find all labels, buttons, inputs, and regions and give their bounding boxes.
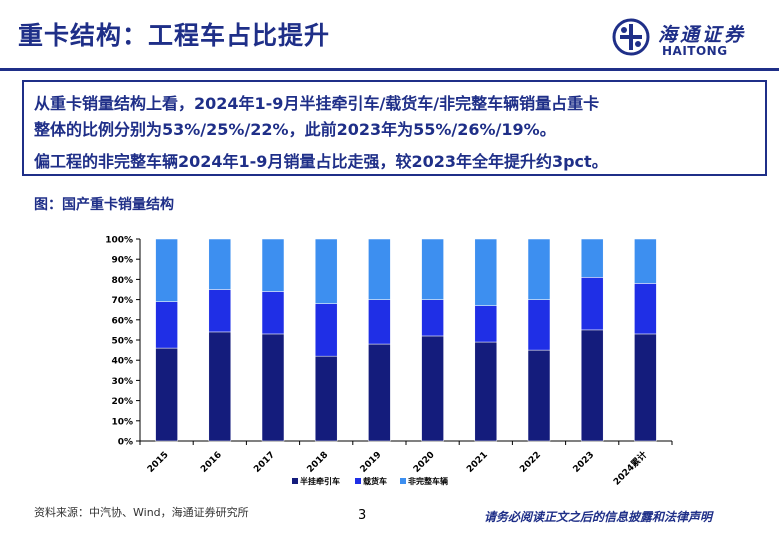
x-tick-label: 2022 [518, 450, 543, 475]
legend-swatch [400, 478, 406, 484]
legend-swatch [292, 478, 298, 484]
legend-label: 非完整车辆 [408, 476, 448, 486]
company-logo: 海通证券 HAITONG [612, 18, 762, 62]
bar-segment [155, 347, 178, 442]
bar-segment [474, 305, 498, 343]
page-number: 3 [358, 508, 367, 523]
summary-box: 从重卡销量结构上看，2024年1-9月半挂牵引车/载货车/非完整车辆销量占重卡 … [22, 80, 767, 176]
haitong-logo-icon [612, 18, 650, 56]
y-tick-label: 80% [111, 276, 133, 286]
bar-segment [155, 301, 178, 349]
bar-segment [261, 333, 285, 442]
bar-segment [368, 343, 391, 442]
y-tick-label: 10% [111, 417, 133, 427]
x-tick-label: 2015 [146, 450, 171, 475]
bar-segment [474, 341, 498, 442]
x-tick-label: 2017 [252, 450, 277, 475]
x-tick-label: 2023 [572, 450, 597, 475]
bar-segment [368, 238, 391, 300]
bar-segment [155, 238, 178, 302]
bar-segment [580, 329, 604, 442]
bar-segment [261, 238, 285, 292]
x-tick-label: 2018 [306, 450, 331, 475]
legend-label: 载货车 [363, 476, 387, 486]
bar-segment [368, 299, 391, 345]
y-tick-label: 40% [111, 357, 133, 367]
bar-segment [474, 238, 498, 306]
y-tick-label: 60% [111, 316, 133, 326]
bar-segment [527, 349, 551, 442]
x-tick-label: 2021 [465, 450, 490, 475]
bar-segment [580, 277, 604, 331]
bar-segment [314, 303, 338, 357]
disclaimer-link[interactable]: 请务必阅读正文之后的信息披露和法律声明 [484, 510, 713, 524]
x-tick-label: 2019 [359, 450, 384, 475]
summary-line-3: 偏工程的非完整车辆2024年1-9月销量占比走强，较2023年全年提升约3pct… [34, 152, 608, 171]
bar-segment [421, 335, 444, 442]
bar-segment [208, 331, 232, 442]
bar-segment [634, 238, 657, 284]
bar-segment [314, 238, 338, 304]
legend-label: 半挂牵引车 [300, 476, 340, 486]
bar-segment [421, 299, 444, 337]
header-divider [0, 68, 779, 71]
page-title: 重卡结构：工程车占比提升 [18, 21, 331, 50]
bar-segment [634, 333, 657, 442]
x-tick-label: 2024累计 [611, 449, 650, 488]
summary-line-1: 从重卡销量结构上看，2024年1-9月半挂牵引车/载货车/非完整车辆销量占重卡 [34, 94, 600, 113]
y-tick-label: 20% [111, 397, 133, 407]
legend-swatch [355, 478, 361, 484]
bar-segment [421, 238, 444, 300]
x-tick-label: 2016 [199, 450, 224, 475]
logo-chinese-text: 海通证券 [658, 24, 747, 46]
y-tick-label: 100% [105, 236, 133, 246]
bar-segment [580, 238, 604, 278]
summary-line-2: 整体的比例分别为53%/25%/22%，此前2023年为55%/26%/19%。 [34, 120, 556, 139]
logo-english-text: HAITONG [662, 44, 728, 58]
figure-title: 图：国产重卡销量结构 [34, 197, 174, 213]
y-tick-label: 0% [118, 438, 133, 448]
bar-segment [634, 283, 657, 335]
bar-segment [527, 238, 551, 300]
bar-segment [208, 238, 232, 290]
x-tick-label: 2020 [412, 450, 437, 475]
y-tick-label: 90% [111, 256, 133, 266]
bar-segment [527, 299, 551, 351]
y-tick-label: 70% [111, 296, 133, 306]
bar-segment [261, 291, 285, 335]
source-note: 资料来源：中汽协、Wind，海通证券研究所 [34, 506, 249, 519]
bar-segment [208, 289, 232, 333]
bar-segment [314, 355, 338, 442]
y-tick-label: 50% [111, 337, 133, 347]
y-tick-label: 30% [111, 377, 133, 387]
